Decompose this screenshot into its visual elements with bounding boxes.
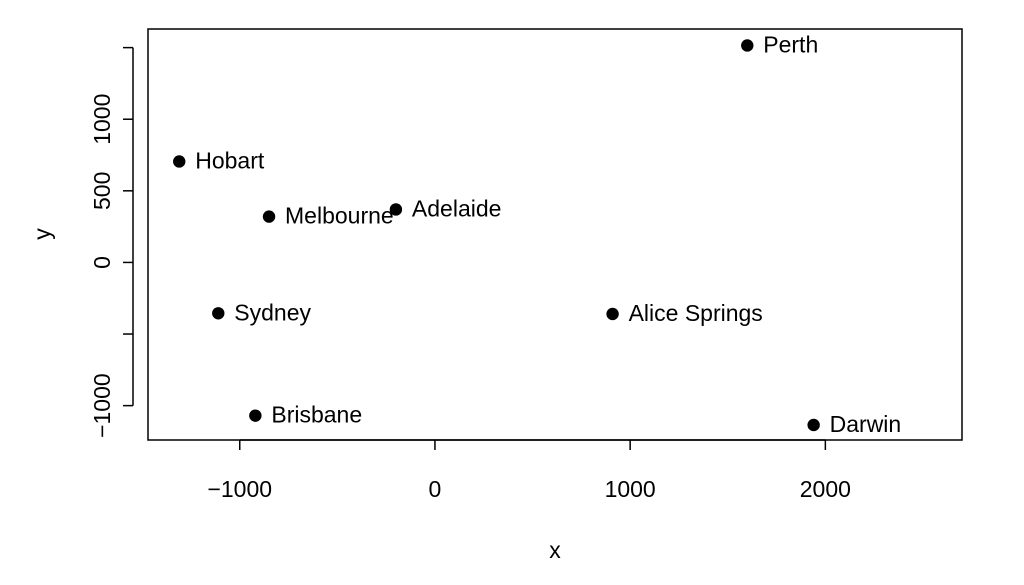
point-label: Hobart — [195, 147, 265, 173]
data-point: Melbourne — [262, 203, 394, 229]
point-marker — [173, 155, 186, 168]
point-label: Melbourne — [285, 203, 394, 229]
point-marker — [262, 210, 276, 223]
point-label: Perth — [763, 31, 818, 57]
data-point: Brisbane — [249, 402, 362, 428]
y-tick-label: 500 — [89, 172, 115, 210]
data-point: Darwin — [807, 411, 901, 437]
x-tick-label: 0 — [429, 476, 442, 502]
point-label: Alice Springs — [629, 300, 763, 326]
y-axis: −1000 0 500 1000 — [89, 46, 134, 438]
data-point: Alice Springs — [606, 300, 763, 326]
point-label: Darwin — [830, 411, 902, 437]
data-point: Adelaide — [389, 195, 502, 221]
y-axis-label: y — [29, 228, 55, 240]
point-marker — [807, 418, 820, 432]
x-axis-label: x — [549, 537, 561, 563]
plot-frame — [147, 28, 963, 441]
point-marker — [741, 39, 754, 52]
y-tick-label: 1000 — [89, 94, 115, 145]
x-tick-label: 2000 — [800, 476, 851, 502]
point-label: Adelaide — [412, 195, 502, 221]
point-marker — [249, 409, 262, 422]
x-tick-label: 1000 — [605, 476, 656, 502]
data-point: Sydney — [212, 299, 311, 325]
x-axis: −1000 0 1000 2000 — [207, 439, 851, 502]
point-label: Sydney — [234, 299, 311, 325]
point-marker — [212, 307, 225, 320]
point-marker — [389, 203, 403, 216]
y-tick-label: 0 — [89, 256, 115, 269]
point-marker — [606, 307, 619, 321]
point-label: Brisbane — [271, 402, 362, 428]
data-point: Perth — [741, 31, 818, 57]
x-tick-label: −1000 — [207, 476, 272, 502]
data-point: Hobart — [173, 147, 265, 173]
data-points: Perth Hobart Adelaide Melbourne Sydney Alice … — [173, 31, 901, 437]
y-tick-label: −1000 — [89, 373, 115, 438]
